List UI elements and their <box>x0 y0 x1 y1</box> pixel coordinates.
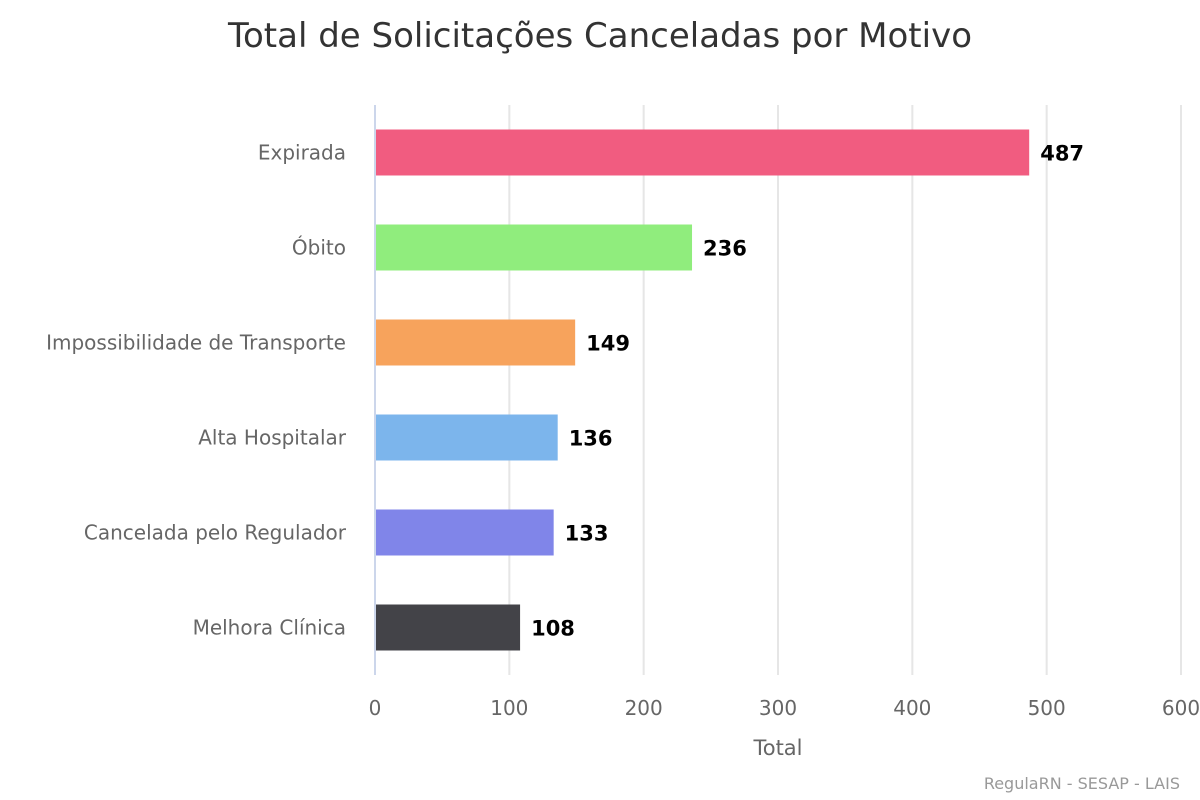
data-label: 136 <box>569 427 613 451</box>
category-label: Melhora Clínica <box>193 616 346 640</box>
category-label: Alta Hospitalar <box>198 426 347 450</box>
tick-label: 600 <box>1162 696 1200 720</box>
tick-label: 0 <box>369 696 382 720</box>
data-label: 149 <box>586 332 630 356</box>
bar[interactable] <box>376 224 693 271</box>
data-label: 487 <box>1040 142 1084 166</box>
bar[interactable] <box>376 129 1030 176</box>
tick-label: 400 <box>893 696 931 720</box>
data-label: 236 <box>703 237 747 261</box>
bar[interactable] <box>376 414 558 461</box>
chart-title: Total de Solicitações Canceladas por Mot… <box>227 16 972 56</box>
category-label: Óbito <box>292 236 346 260</box>
category-label: Expirada <box>258 141 346 165</box>
category-label: Impossibilidade de Transporte <box>46 331 346 355</box>
data-label: 133 <box>565 522 609 546</box>
value-axis-title: Total <box>752 736 802 760</box>
bar[interactable] <box>376 319 576 366</box>
tick-label: 300 <box>759 696 797 720</box>
bar[interactable] <box>376 509 554 556</box>
data-label: 108 <box>531 617 575 641</box>
tick-label: 100 <box>490 696 528 720</box>
tick-label: 200 <box>625 696 663 720</box>
credits[interactable]: RegulaRN - SESAP - LAIS <box>984 774 1180 793</box>
category-label: Cancelada pelo Regulador <box>84 521 347 545</box>
bar[interactable] <box>376 604 521 651</box>
tick-label: 500 <box>1028 696 1066 720</box>
